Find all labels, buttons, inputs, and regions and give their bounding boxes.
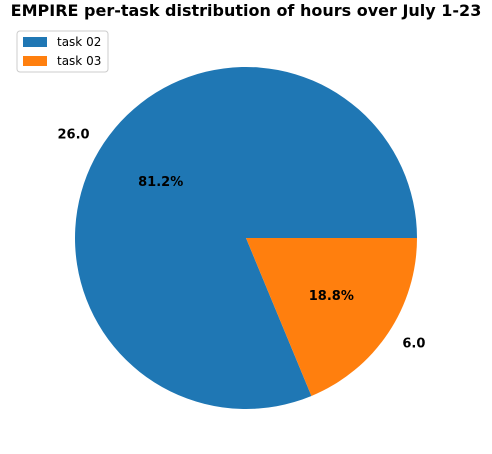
legend: task 02 task 03 <box>16 30 109 73</box>
slice-value-label: 26.0 <box>58 127 90 142</box>
chart-title: EMPIRE per-task distribution of hours ov… <box>11 1 482 20</box>
legend-label: task 02 <box>57 35 101 49</box>
legend-swatch <box>23 56 47 66</box>
pie-labels: 81.2% 26.0 18.8% 6.0 <box>58 127 426 351</box>
legend-swatch <box>23 37 47 47</box>
slice-percent-label: 81.2% <box>138 175 183 190</box>
pie-slice-task-02 <box>74 66 418 409</box>
legend-label: task 03 <box>57 54 101 68</box>
pie-slices <box>74 66 418 409</box>
slice-percent-label: 18.8% <box>309 289 354 304</box>
slice-value-label: 6.0 <box>402 337 425 352</box>
pie-slice-task-03 <box>246 238 417 396</box>
